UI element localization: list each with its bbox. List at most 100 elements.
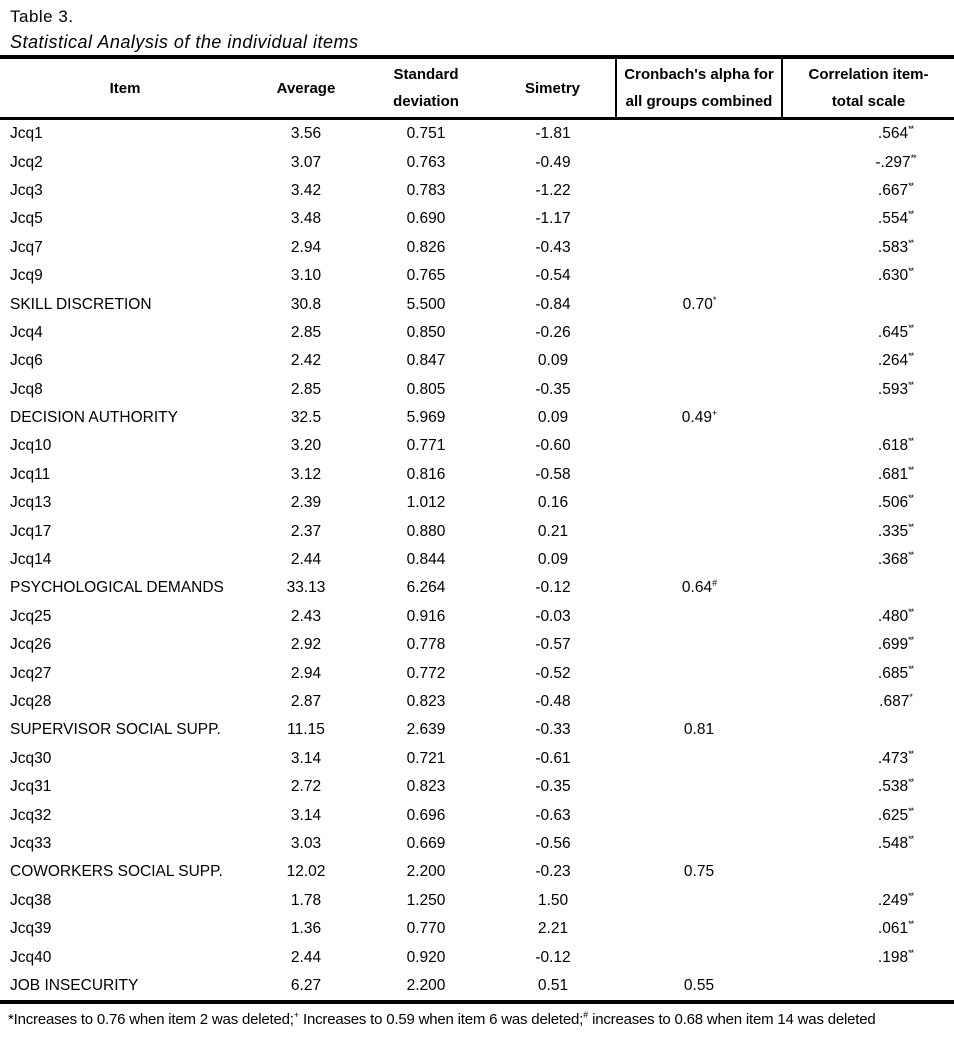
simetry-cell-value: -0.35: [535, 380, 571, 398]
average-cell-value: 32.5: [290, 409, 322, 427]
significance-marker: *: [909, 691, 912, 702]
simetry-cell-value: 0.16: [537, 494, 569, 512]
alpha-cell-value: 0.70: [682, 295, 713, 313]
average-cell-value: 2.42: [290, 352, 322, 370]
item-cell-value: Jcq7: [10, 238, 43, 256]
significance-marker: **: [908, 947, 914, 958]
item-cell-value: JOB INSECURITY: [10, 976, 139, 994]
item-cell-value: Jcq14: [10, 551, 52, 569]
table-row: SKILL DISCRETION 30.8 5.500 -0.84 0.70*: [0, 290, 954, 318]
footnote-hash-marker: #: [583, 1010, 589, 1021]
alpha-cell: [616, 148, 782, 176]
corr-cell: -.297**: [782, 148, 954, 176]
corr-cell-value: .554: [877, 210, 909, 228]
sd-cell: 2.200: [362, 972, 490, 1002]
sd-cell-value: 0.844: [406, 551, 446, 569]
sd-cell-value: 0.765: [406, 267, 446, 285]
corr-cell-value: .667: [877, 181, 909, 199]
corr-cell: .681**: [782, 461, 954, 489]
simetry-cell: 1.50: [490, 887, 616, 915]
alpha-cell: 0.75: [616, 858, 782, 886]
item-cell-value: Jcq10: [10, 437, 52, 455]
table-row: COWORKERS SOCIAL SUPP. 12.02 2.200 -0.23 0.7…: [0, 858, 954, 886]
average-cell-value: 3.48: [290, 210, 322, 228]
footnote-part1: *Increases to 0.76 when item 2 was delet…: [8, 1011, 294, 1029]
table-row: Jcq28 2.87 0.823 -0.48 .687*: [0, 688, 954, 716]
average-cell-value: 6.27: [290, 976, 322, 994]
sd-cell-value: 5.500: [406, 295, 446, 313]
average-cell-value: 2.85: [290, 323, 322, 341]
alpha-cell: [616, 205, 782, 233]
sd-cell: 0.690: [362, 205, 490, 233]
sd-cell-value: 0.690: [406, 210, 446, 228]
corr-cell: .473**: [782, 745, 954, 773]
table-footnote: *Increases to 0.76 when item 2 was delet…: [0, 1004, 954, 1029]
simetry-cell: -0.26: [490, 319, 616, 347]
alpha-cell-value: 0.55: [683, 976, 715, 994]
average-cell-value: 2.72: [290, 778, 322, 796]
sd-cell: 0.916: [362, 603, 490, 631]
corr-cell-value: .645: [877, 323, 909, 341]
simetry-cell: -0.23: [490, 858, 616, 886]
item-cell-value: SKILL DISCRETION: [10, 295, 152, 313]
alpha-cell: 0.64#: [616, 574, 782, 602]
item-cell-value: Jcq4: [10, 323, 43, 341]
sd-cell: 0.850: [362, 319, 490, 347]
alpha-cell-value: 0.75: [683, 863, 715, 881]
sd-cell: 0.763: [362, 148, 490, 176]
simetry-cell-value: -0.03: [535, 607, 571, 625]
corr-cell: .554**: [782, 205, 954, 233]
sd-cell-value: 0.816: [406, 465, 446, 483]
corr-cell: .249**: [782, 887, 954, 915]
significance-marker: **: [908, 322, 914, 333]
average-cell: 2.94: [250, 659, 362, 687]
sd-cell: 0.880: [362, 517, 490, 545]
alpha-cell: [616, 461, 782, 489]
alpha-cell: [616, 517, 782, 545]
average-cell: 3.56: [250, 119, 362, 149]
simetry-cell: 0.09: [490, 404, 616, 432]
sd-cell-value: 0.751: [406, 125, 446, 143]
alpha-cell-value: 0.49: [681, 409, 712, 427]
simetry-cell: 0.09: [490, 546, 616, 574]
average-cell: 2.39: [250, 489, 362, 517]
significance-marker: +: [711, 407, 717, 418]
significance-marker: **: [910, 152, 917, 163]
alpha-cell: [616, 119, 782, 149]
significance-marker: **: [908, 351, 914, 362]
table-row: Jcq1 3.56 0.751 -1.81 .564**: [0, 119, 954, 149]
table-row: Jcq40 2.44 0.920 -0.12 .198**: [0, 943, 954, 971]
simetry-cell-value: -1.22: [535, 181, 571, 199]
average-cell-value: 2.44: [290, 551, 322, 569]
alpha-cell: [616, 773, 782, 801]
table-row: Jcq39 1.36 0.770 2.21 .061**: [0, 915, 954, 943]
simetry-cell-value: -0.49: [535, 153, 571, 171]
sd-cell-value: 0.771: [406, 437, 446, 455]
sd-cell-value: 0.920: [406, 948, 446, 966]
table-row: Jcq6 2.42 0.847 0.09 .264**: [0, 347, 954, 375]
header-item: Item: [0, 57, 250, 120]
item-cell-value: Jcq8: [10, 380, 43, 398]
simetry-cell-value: -0.33: [535, 721, 571, 739]
sd-cell: 0.696: [362, 801, 490, 829]
item-cell: Jcq26: [0, 631, 250, 659]
alpha-cell: [616, 603, 782, 631]
simetry-cell-value: -0.60: [535, 437, 571, 455]
simetry-cell: -0.54: [490, 262, 616, 290]
sd-cell-value: 5.969: [406, 409, 446, 427]
sd-cell-value: 1.250: [406, 891, 446, 909]
simetry-cell: -0.35: [490, 376, 616, 404]
corr-cell-value: .198: [877, 948, 909, 966]
alpha-cell: [616, 745, 782, 773]
header-corr-line2: total scale: [831, 93, 906, 110]
alpha-cell: [616, 347, 782, 375]
item-cell-value: SUPERVISOR SOCIAL SUPP.: [10, 721, 221, 739]
average-cell: 6.27: [250, 972, 362, 1002]
alpha-cell: [616, 546, 782, 574]
table-row: Jcq31 2.72 0.823 -0.35 .538**: [0, 773, 954, 801]
simetry-cell: 2.21: [490, 915, 616, 943]
average-cell: 3.48: [250, 205, 362, 233]
sd-cell: 5.500: [362, 290, 490, 318]
header-correlation: Correlation item- total scale: [782, 57, 954, 120]
